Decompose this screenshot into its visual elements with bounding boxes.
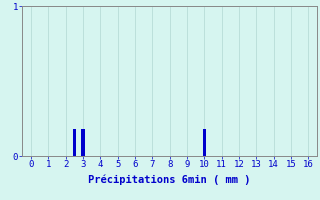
Bar xyxy=(73,129,76,156)
X-axis label: Précipitations 6min ( mm ): Précipitations 6min ( mm ) xyxy=(88,175,251,185)
Bar xyxy=(203,129,206,156)
Bar xyxy=(82,129,84,156)
